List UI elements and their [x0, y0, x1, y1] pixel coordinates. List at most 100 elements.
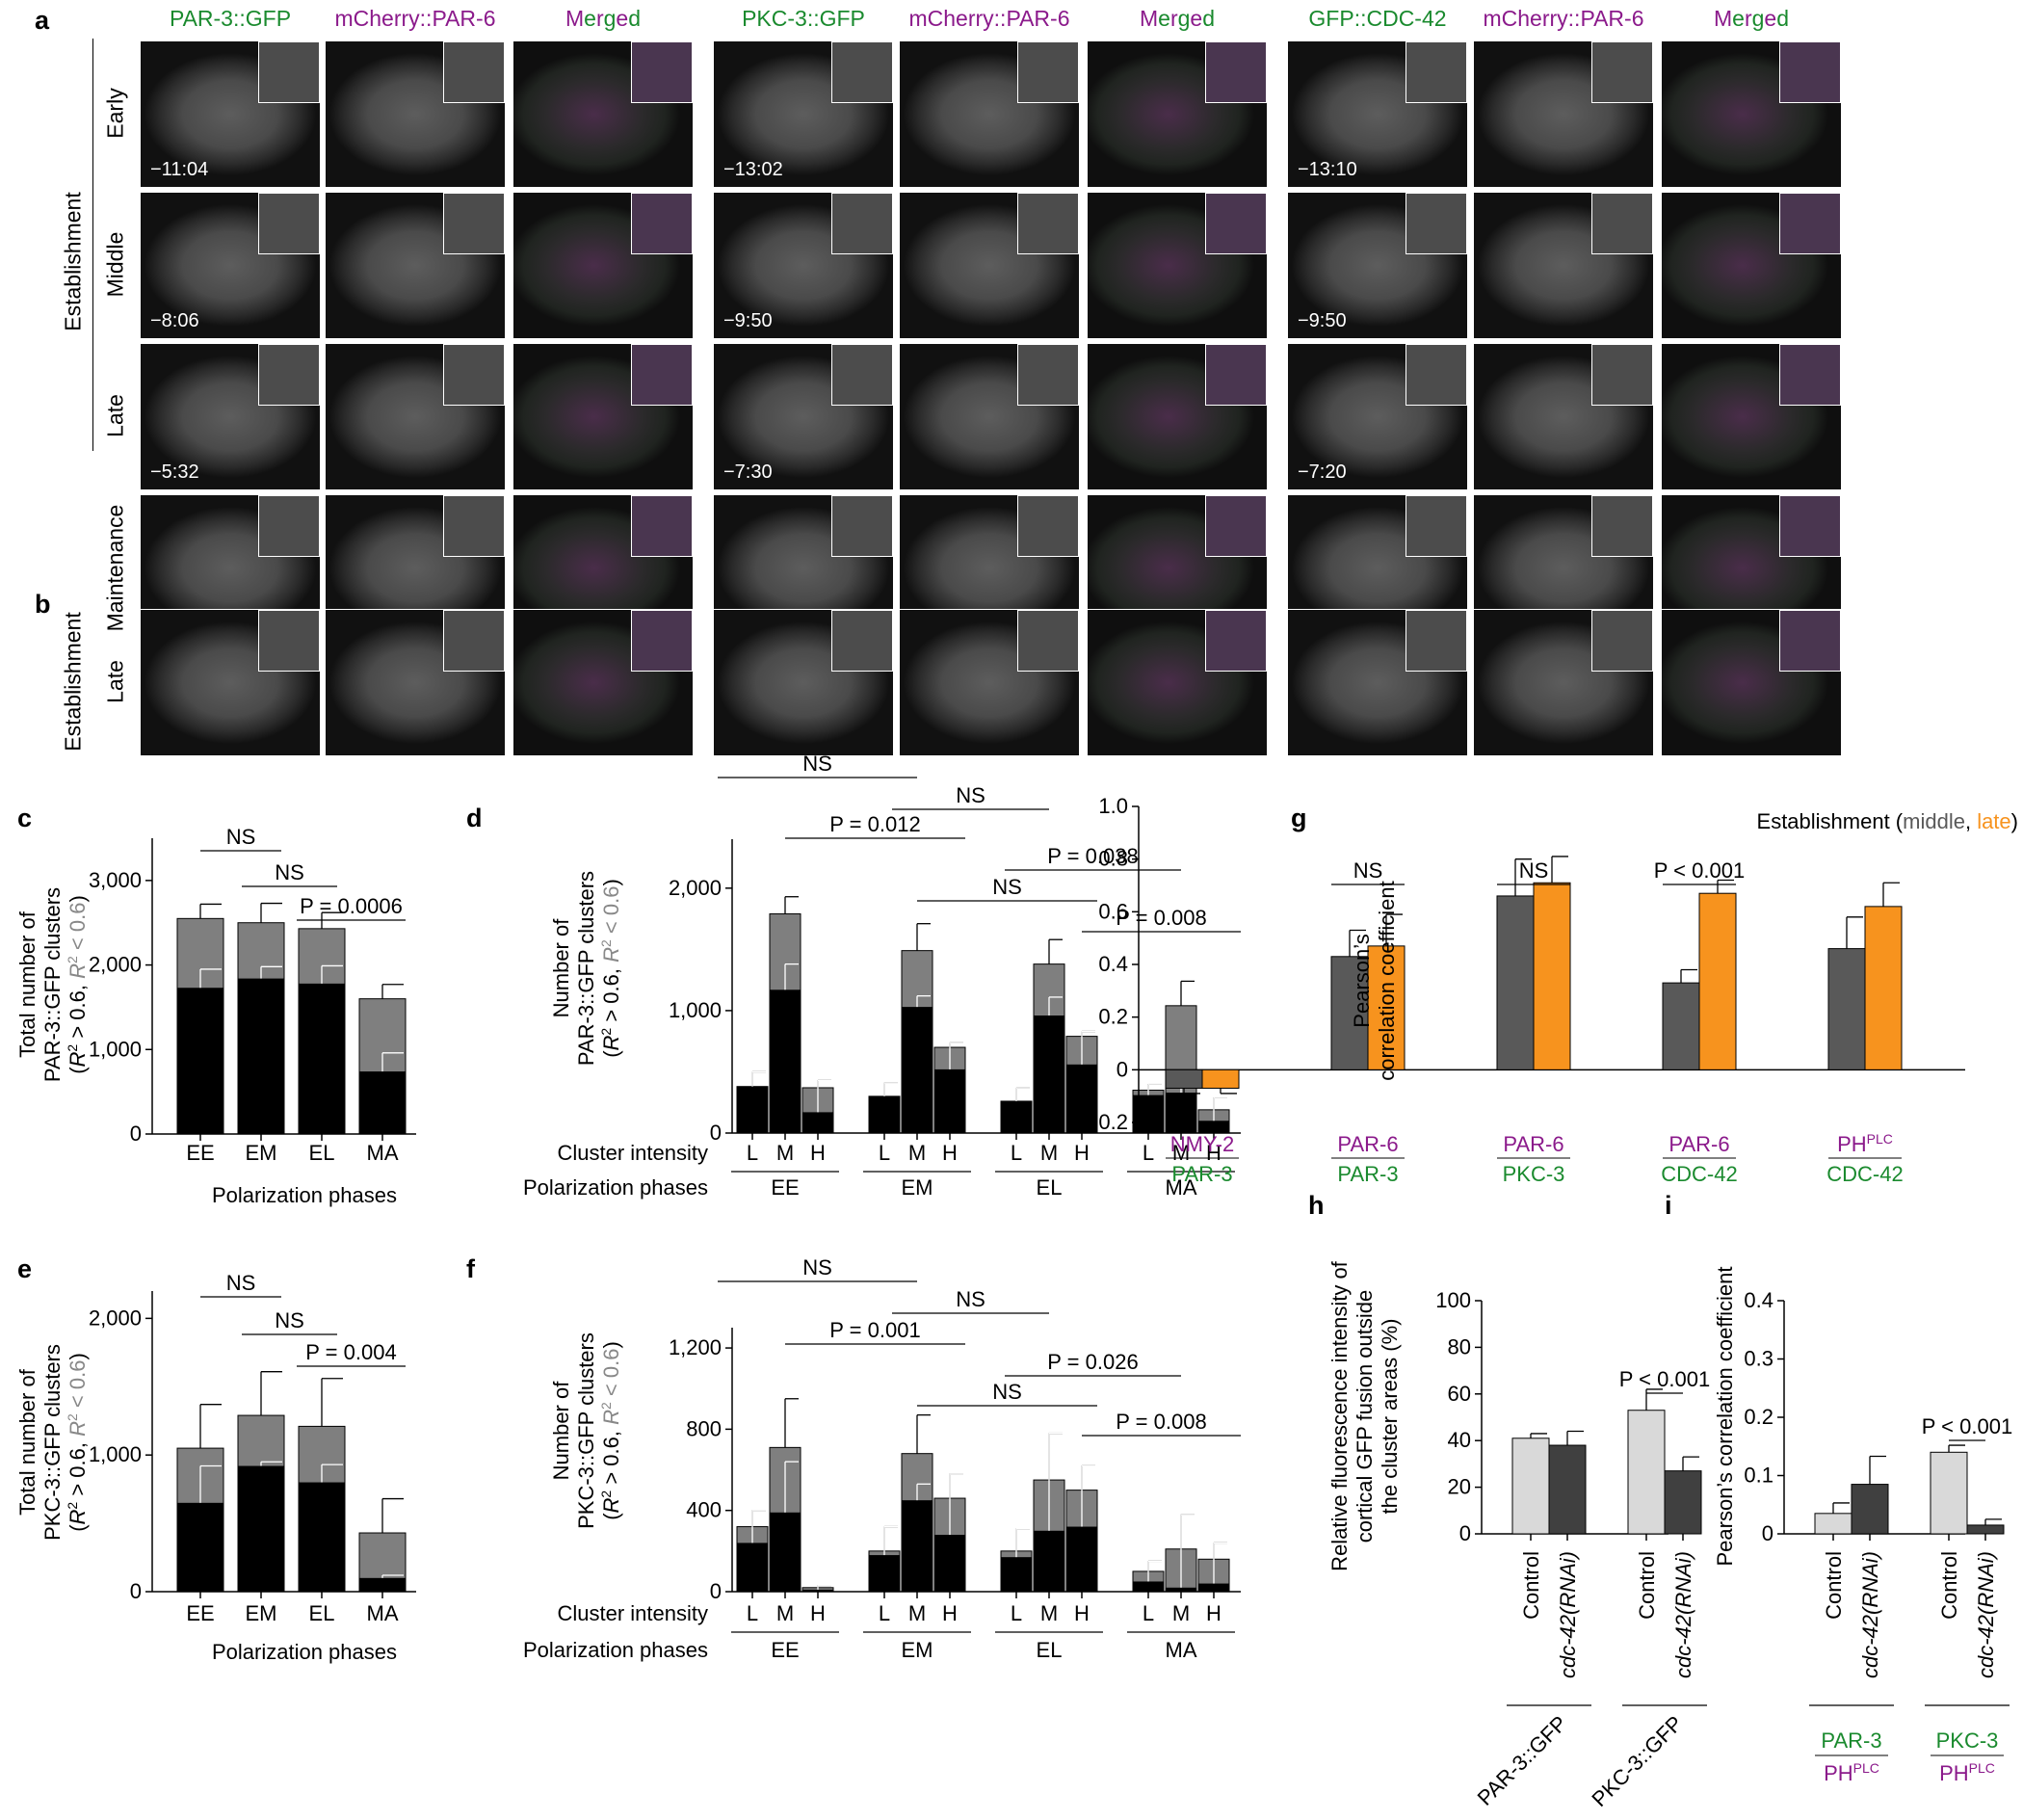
- chart-d-x-label: H: [942, 1141, 958, 1165]
- inset-zoom: [1017, 610, 1079, 672]
- header-a-8: mCherry::PAR-6: [1483, 6, 1644, 31]
- chart-d-bar-r2: [1001, 1100, 1032, 1133]
- chart-f-bar-r2: [1034, 1530, 1064, 1592]
- chart-e-y-tick-label: 1,000: [89, 1442, 142, 1466]
- inset-zoom: [1406, 495, 1467, 557]
- chart-h-bar: [1664, 1470, 1702, 1535]
- chart-h-y-label: the cluster areas (%): [1378, 1319, 1402, 1515]
- chart-d-row-intensity: Cluster intensity: [557, 1141, 708, 1165]
- chart-c-y-tick-label: 2,000: [89, 953, 142, 977]
- image-a-r2-c1: −8:06: [140, 192, 321, 339]
- image-a-r3-c1: −5:32: [140, 343, 321, 490]
- chart-i-bar: [1930, 1451, 1968, 1535]
- chart-f-bar-r2: [1198, 1583, 1229, 1592]
- inset-zoom: [443, 610, 505, 672]
- chart-e-bar-r2: [238, 1465, 284, 1592]
- chart-g-y-tick-label: 1.0: [1098, 794, 1128, 818]
- chart-i-group-bottom: PHPLC: [1939, 1760, 1995, 1785]
- chart-g-bar-late: [1533, 882, 1571, 1070]
- image-a-r3-c5: [899, 343, 1080, 490]
- chart-h-y-tick-label: 20: [1448, 1475, 1471, 1499]
- image-b-c2: [325, 609, 506, 756]
- chart-g-bar-late: [1698, 892, 1737, 1070]
- chart-d-x-label: L: [1011, 1141, 1022, 1165]
- chart-f-sig2-label: NS: [956, 1287, 985, 1311]
- chart-f-x-label: L: [747, 1601, 758, 1625]
- chart-h-y-label: cortical GFP fusion outside: [1353, 1290, 1377, 1543]
- header-a-3: Merged: [565, 6, 642, 31]
- chart-f-x-label: L: [879, 1601, 890, 1625]
- chart-d-group-label: MA: [1166, 1175, 1197, 1200]
- chart-e-y-tick-label: 0: [130, 1579, 142, 1603]
- chart-i-y-tick-label: 0.4: [1744, 1288, 1773, 1312]
- panel-letter-d: d: [466, 804, 483, 832]
- inset-zoom: [1205, 193, 1267, 254]
- chart-d-group-label: EE: [771, 1175, 799, 1200]
- chart-h-bar: [1548, 1444, 1587, 1535]
- chart-c-x-label: EM: [246, 1141, 277, 1165]
- inset-zoom: [1017, 344, 1079, 406]
- chart-e-y-label: (R2 > 0.6, R2 < 0.6): [65, 1353, 90, 1532]
- chart-e-sig2-label: NS: [275, 1308, 304, 1332]
- header-a-2: mCherry::PAR-6: [334, 6, 496, 31]
- inset-zoom: [443, 344, 505, 406]
- inset-zoom: [1779, 344, 1841, 406]
- image-a-r1-c8: [1473, 40, 1654, 188]
- chart-e-bar-r2: [177, 1502, 223, 1592]
- chart-c-sig2-label: NS: [275, 860, 304, 884]
- chart-g-sig2-label: NS: [1519, 858, 1549, 883]
- chart-g-y-tick-label: 0.6: [1098, 899, 1128, 923]
- timestamp: −13:02: [723, 159, 783, 180]
- chart-f-y-tick-label: 0: [710, 1579, 722, 1603]
- chart-h-bar: [1627, 1410, 1666, 1535]
- image-b-c8: [1473, 609, 1654, 756]
- inset-zoom: [1017, 41, 1079, 103]
- chart-f-bar-r2: [869, 1555, 900, 1592]
- header-a-1: PAR-3::GFP: [169, 6, 292, 31]
- chart-f-x-label: H: [942, 1601, 958, 1625]
- chart-f-y-label: Number of: [549, 1381, 573, 1481]
- header-a-6: Merged: [1139, 6, 1216, 31]
- inset-zoom: [1406, 344, 1467, 406]
- chart-d-x-label: M: [1040, 1141, 1058, 1165]
- chart-h-x-label: cdc-42(RNAi): [1671, 1551, 1695, 1678]
- chart-f-x-label: H: [1074, 1601, 1090, 1625]
- timestamp: −9:50: [723, 310, 773, 331]
- chart-f-y-tick-label: 400: [686, 1498, 722, 1522]
- chart-d-group-label: EM: [902, 1175, 933, 1200]
- inset-zoom: [1591, 344, 1653, 406]
- chart-d-bar-r2: [1133, 1095, 1164, 1133]
- inset-zoom: [443, 495, 505, 557]
- chart-g-cat-top: PAR-6: [1668, 1132, 1729, 1156]
- chart-i-y-label: Pearson’s correlation coefficient: [1713, 1266, 1737, 1566]
- chart-h-y-tick-label: 0: [1459, 1521, 1471, 1545]
- inset-zoom: [258, 193, 320, 254]
- chart-f-bar-r2: [802, 1589, 833, 1592]
- chart-g-cat-bottom: CDC-42: [1826, 1162, 1903, 1186]
- chart-d-sig1-label: NS: [802, 752, 832, 776]
- chart-h-group-label: PAR-3::GFP: [1473, 1711, 1572, 1810]
- inset-zoom: [631, 610, 693, 672]
- timestamp: −11:04: [150, 159, 209, 180]
- inset-zoom: [258, 495, 320, 557]
- inset-zoom: [1205, 495, 1267, 557]
- chart-g-y-label: Pearson’s: [1350, 934, 1374, 1027]
- chart-i-x-label: Control: [1822, 1551, 1846, 1620]
- chart-d-sig3-label: P = 0.012: [829, 812, 920, 836]
- panel-letter-h: h: [1308, 1191, 1325, 1220]
- chart-d-x-label: M: [776, 1141, 794, 1165]
- chart-g-cat-bottom: PAR-3: [1171, 1162, 1232, 1186]
- chart-g-cat-bottom: PAR-3: [1337, 1162, 1398, 1186]
- chart-i-x-label: cdc-42(RNAi): [1974, 1551, 1998, 1678]
- image-a-r2-c6: [1087, 192, 1268, 339]
- image-a-r3-c9: [1661, 343, 1842, 490]
- chart-g-cat-bottom: CDC-42: [1661, 1162, 1737, 1186]
- chart-f-sig6-label: P = 0.008: [1116, 1410, 1206, 1434]
- inset-zoom: [831, 344, 893, 406]
- inset-zoom: [443, 193, 505, 254]
- inset-zoom: [631, 193, 693, 254]
- inset-zoom: [1406, 41, 1467, 103]
- timestamp: −7:30: [723, 462, 773, 483]
